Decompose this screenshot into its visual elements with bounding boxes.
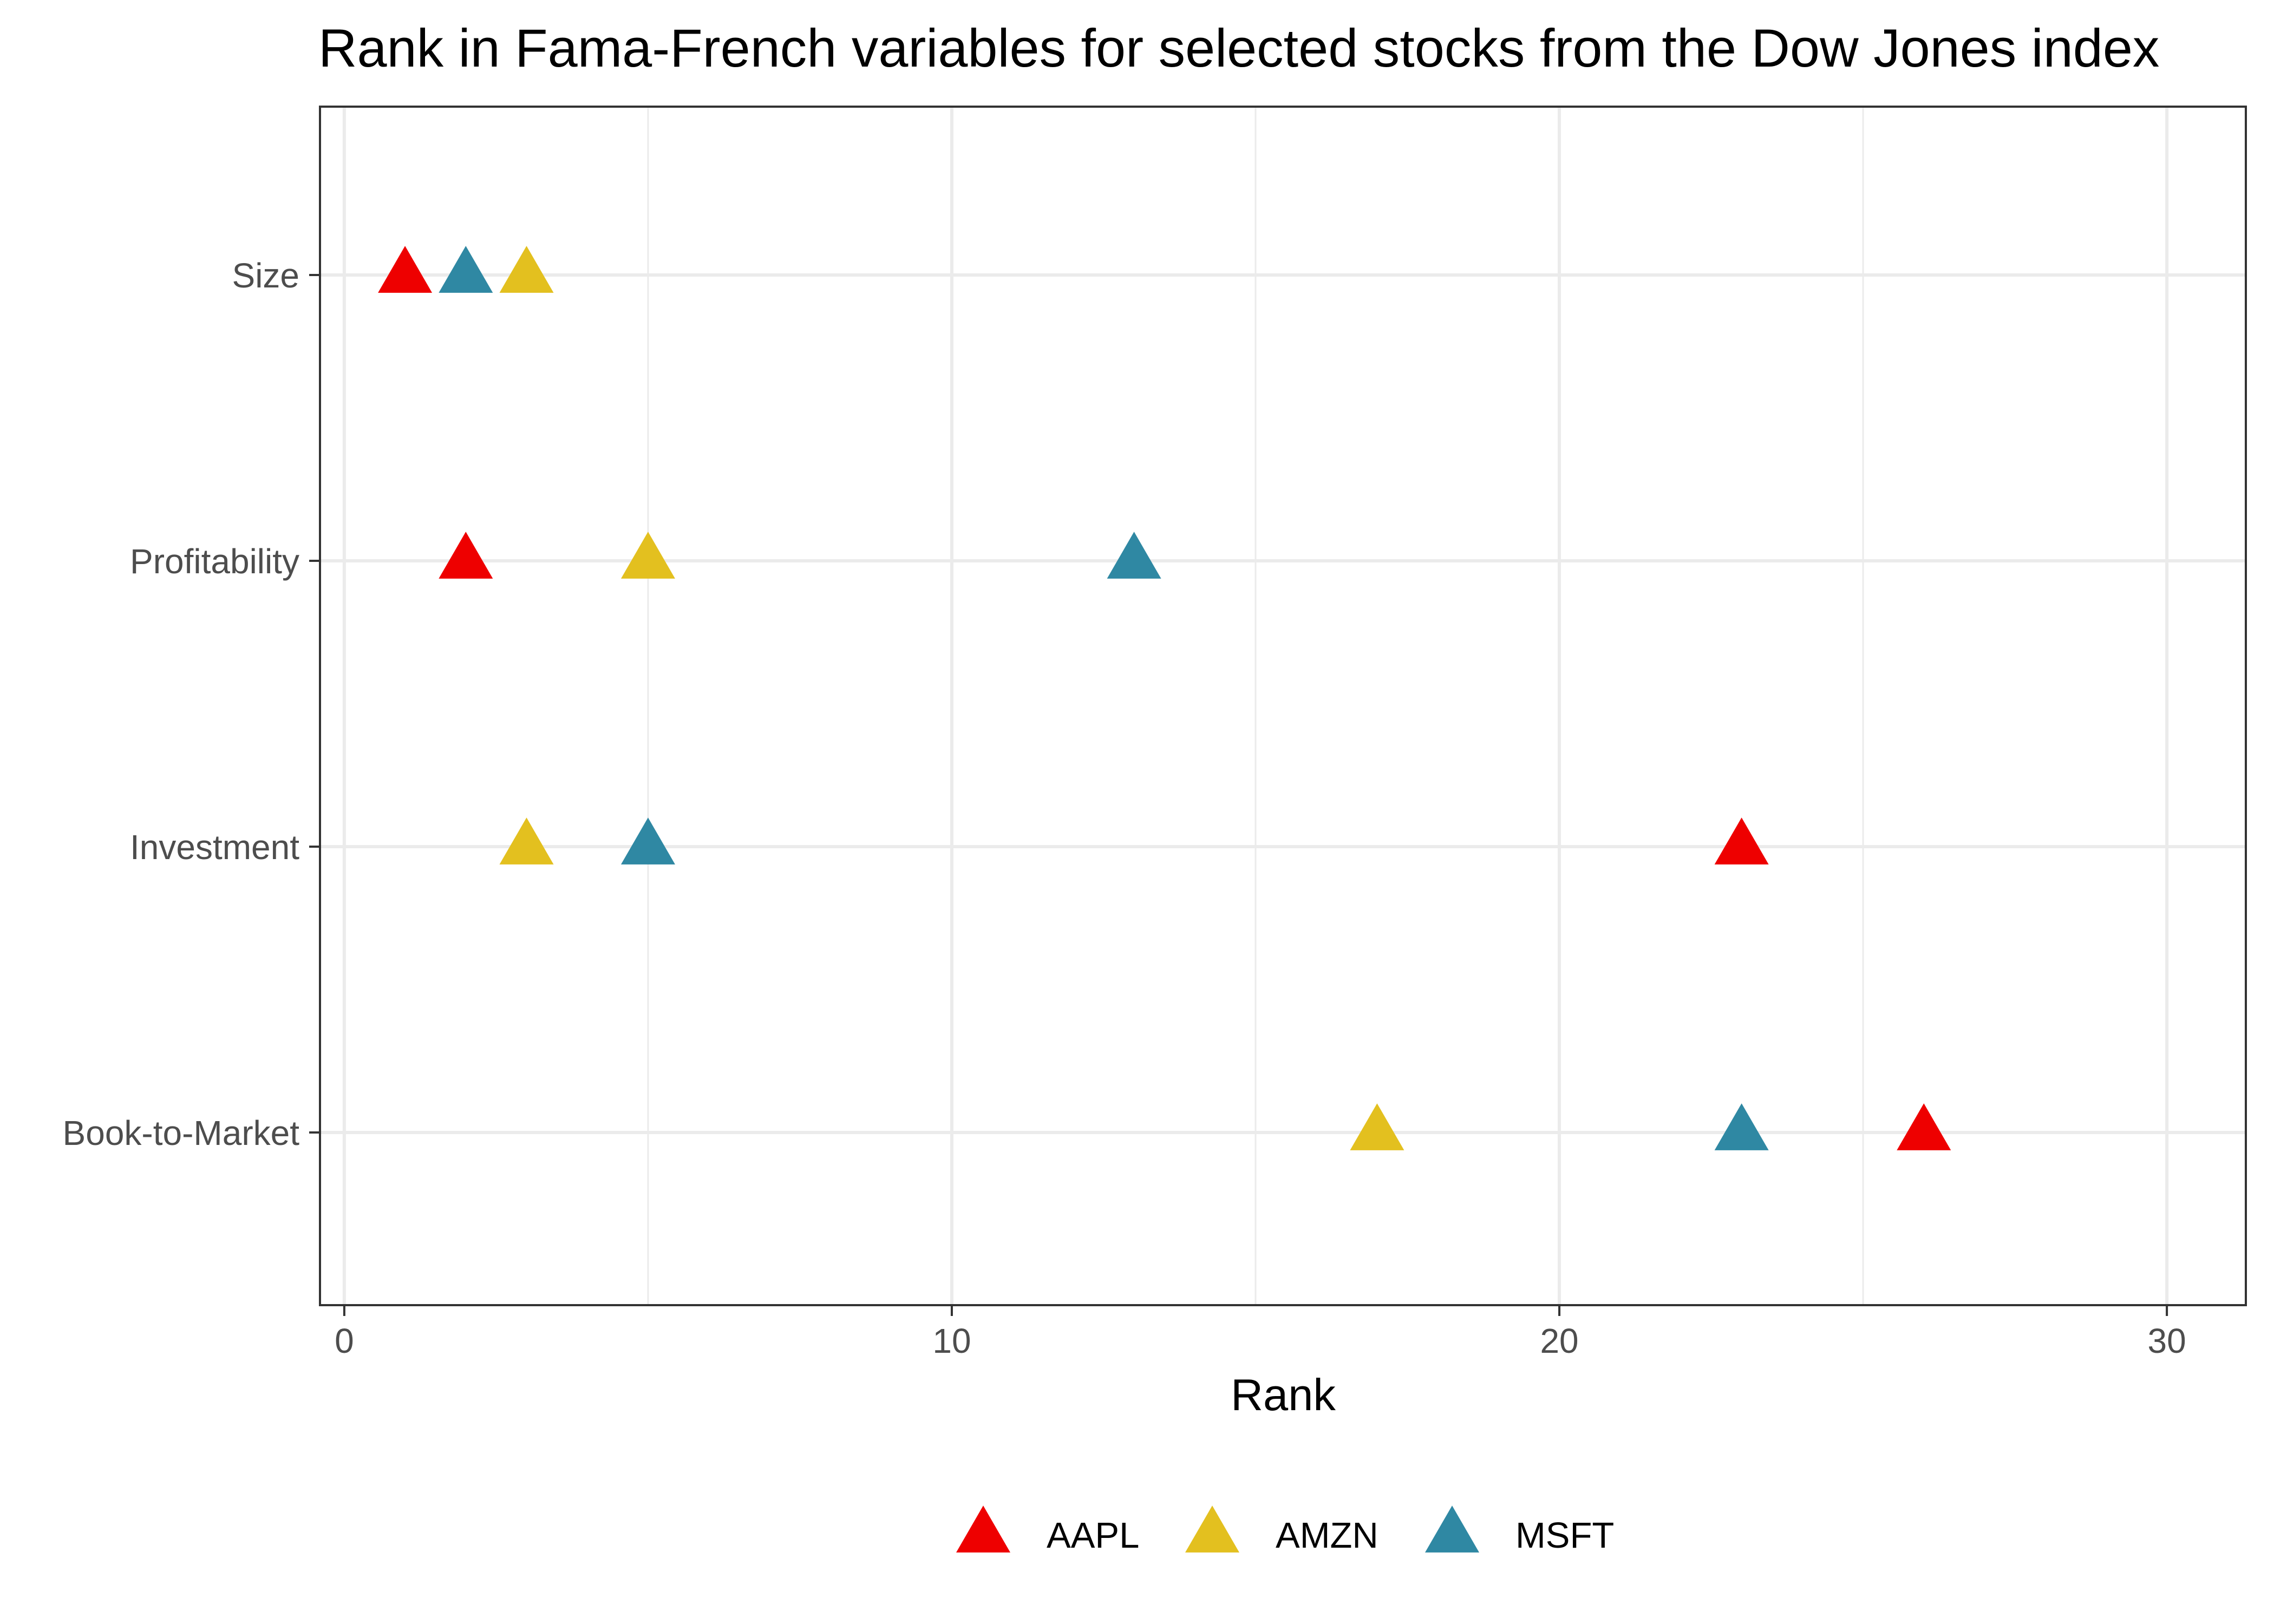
grid-layer <box>320 107 2246 1305</box>
data-point-aapl <box>1714 817 1769 865</box>
y-tick-label: Profitability <box>130 542 299 581</box>
data-point-msft <box>620 817 675 865</box>
data-point-amzn <box>620 532 675 579</box>
data-point-aapl <box>378 246 433 293</box>
x-tick-label: 30 <box>2148 1321 2186 1360</box>
axis-layer: 0 10 20 30 Size Profitability Investment Book-t… <box>63 256 2186 1360</box>
marks-layer <box>378 246 1951 1150</box>
data-point-msft <box>1107 532 1161 579</box>
y-tick-label: Book-to-Market <box>63 1114 300 1152</box>
x-tick-label: 10 <box>932 1321 971 1360</box>
data-point-aapl <box>439 532 493 579</box>
data-point-amzn <box>499 246 554 293</box>
legend-key-amzn <box>1185 1505 1239 1553</box>
legend: AAPL AMZN MSFT <box>956 1505 1614 1556</box>
legend-label-amzn: AMZN <box>1276 1515 1378 1556</box>
legend-key-aapl <box>956 1505 1010 1553</box>
legend-key-msft <box>1425 1505 1479 1553</box>
legend-label-aapl: AAPL <box>1047 1515 1139 1556</box>
data-point-msft <box>1714 1103 1769 1150</box>
chart-title: Rank in Fama-French variables for select… <box>318 18 2159 78</box>
data-point-amzn <box>1350 1103 1404 1150</box>
x-axis-title: Rank <box>1231 1370 1336 1420</box>
data-point-aapl <box>1897 1103 1951 1150</box>
y-tick-label: Investment <box>130 828 299 867</box>
data-point-amzn <box>499 817 554 865</box>
panel-border <box>319 106 2247 1306</box>
legend-label-msft: MSFT <box>1515 1515 1614 1556</box>
data-point-msft <box>439 246 493 293</box>
x-tick-label: 20 <box>1540 1321 1578 1360</box>
x-tick-label: 0 <box>335 1321 354 1360</box>
y-tick-label: Size <box>232 256 300 295</box>
